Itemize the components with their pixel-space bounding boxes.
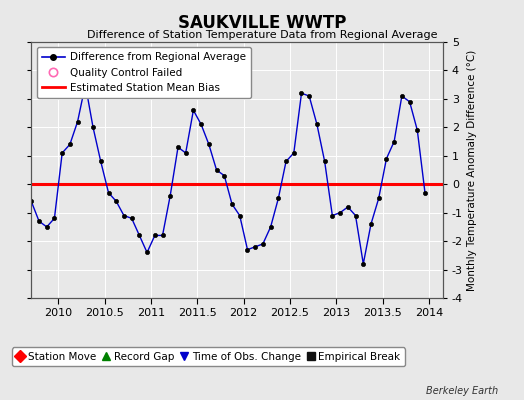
Text: SAUKVILLE WWTP: SAUKVILLE WWTP [178,14,346,32]
Text: Berkeley Earth: Berkeley Earth [425,386,498,396]
Y-axis label: Monthly Temperature Anomaly Difference (°C): Monthly Temperature Anomaly Difference (… [467,49,477,291]
Legend: Station Move, Record Gap, Time of Obs. Change, Empirical Break: Station Move, Record Gap, Time of Obs. C… [12,348,405,366]
Text: Difference of Station Temperature Data from Regional Average: Difference of Station Temperature Data f… [87,30,437,40]
